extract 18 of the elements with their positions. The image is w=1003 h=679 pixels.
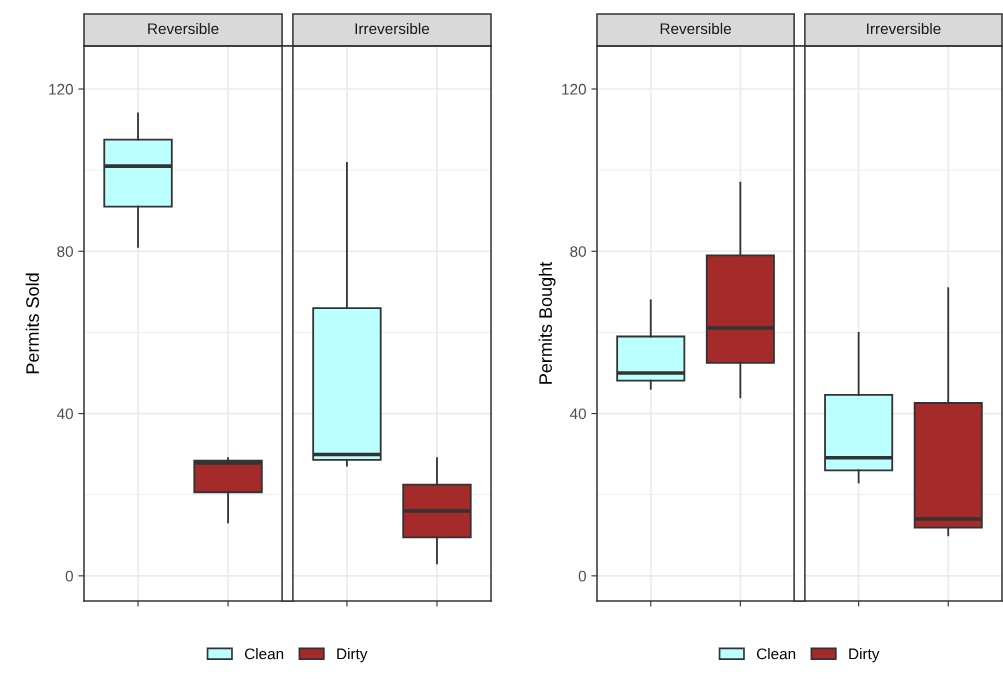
y-axis-title: Permits Sold (25, 273, 39, 374)
y-tick-label: 120 (562, 83, 586, 95)
x-tick-label: Reversible (148, 22, 219, 35)
legend-label: Clean (244, 648, 284, 660)
legend-label: Dirty (337, 648, 368, 663)
y-axis-title: Permits Bought (538, 261, 556, 384)
y-tick-label: 80 (570, 246, 586, 257)
y-tick-label: 40 (569, 408, 586, 420)
y-tick-label: 0 (65, 570, 73, 582)
legend-label: Clean (756, 648, 796, 660)
x-tick-label: Reversible (660, 22, 731, 35)
y-tick-label: 0 (578, 570, 586, 582)
legend-label: Dirty (849, 648, 880, 663)
x-tick-label: Irreversible (355, 22, 430, 35)
y-tick-label: 80 (57, 246, 73, 257)
x-tick-label: Irreversible (867, 22, 941, 35)
y-tick-label: 120 (49, 83, 73, 95)
y-tick-label: 40 (56, 408, 73, 420)
